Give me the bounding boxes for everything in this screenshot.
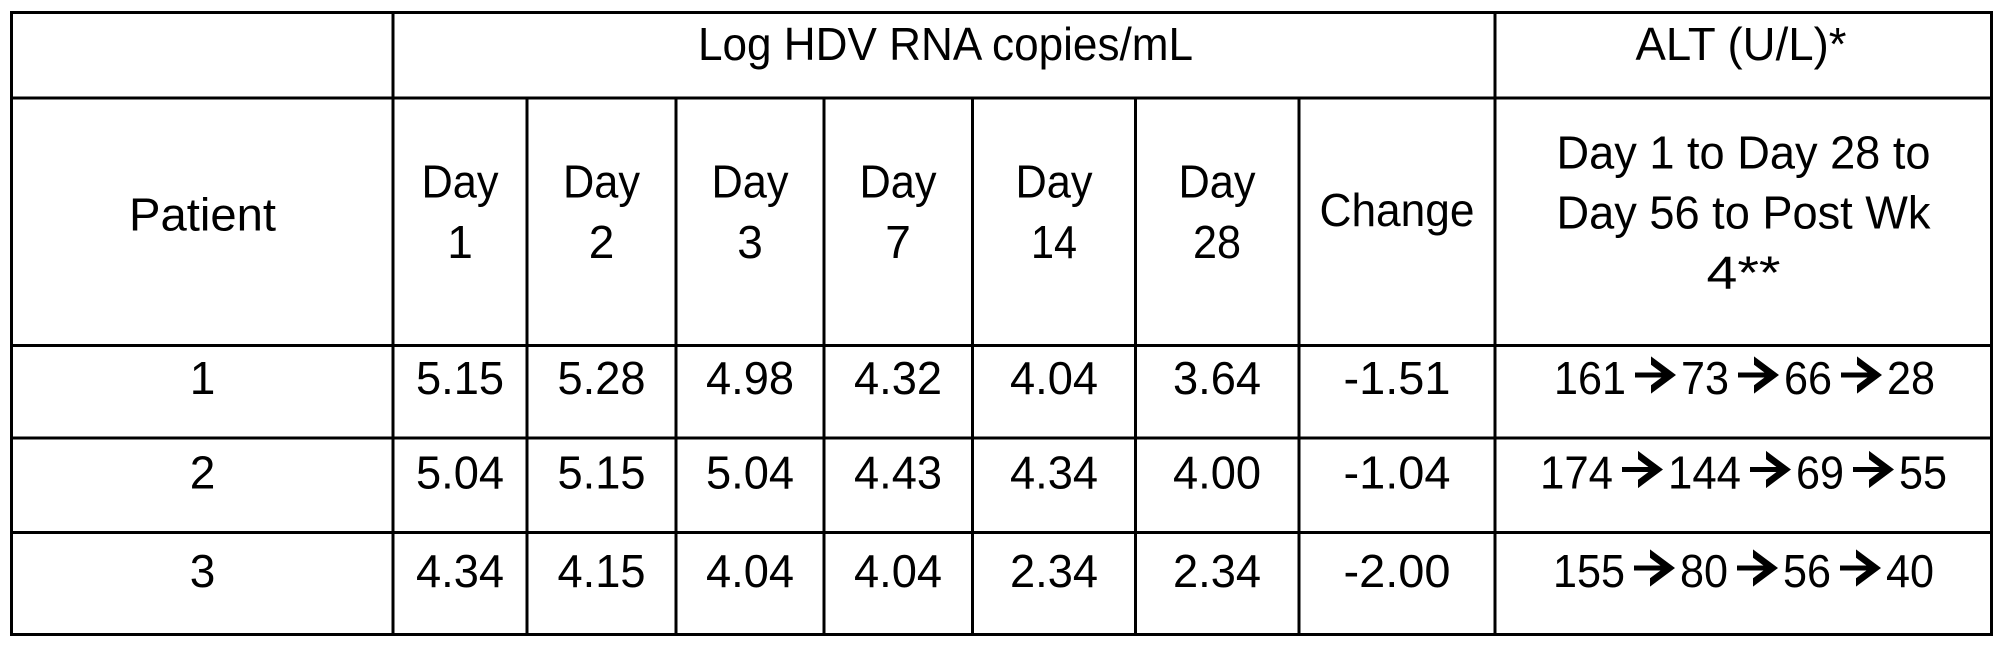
svg-text:Day 1 to Day 28 to: Day 1 to Day 28 to [1557,127,1931,179]
svg-text:69: 69 [1796,447,1844,499]
svg-text:4.04: 4.04 [706,545,794,597]
svg-text:3.64: 3.64 [1173,352,1261,404]
svg-text:4.34: 4.34 [416,545,504,597]
svg-text:56: 56 [1783,545,1831,597]
svg-text:144: 144 [1668,447,1741,499]
svg-text:14: 14 [1031,216,1077,268]
svg-text:5.15: 5.15 [558,447,646,499]
svg-text:80: 80 [1680,545,1728,597]
svg-text:4**: 4** [1707,247,1781,299]
svg-text:2.34: 2.34 [1173,545,1261,597]
svg-text:Day 56 to Post Wk: Day 56 to Post Wk [1557,187,1932,239]
svg-text:4.00: 4.00 [1173,447,1261,499]
svg-text:Day: Day [860,156,937,208]
svg-text:Patient: Patient [129,189,276,241]
svg-text:Log HDV RNA copies/mL: Log HDV RNA copies/mL [698,18,1193,70]
svg-text:3: 3 [737,216,763,268]
svg-text:1: 1 [447,216,473,268]
svg-text:Day: Day [1016,156,1093,208]
svg-text:174: 174 [1540,447,1613,499]
svg-text:Day: Day [712,156,789,208]
svg-text:155: 155 [1553,545,1625,597]
svg-text:5.04: 5.04 [416,447,504,499]
svg-text:Day: Day [563,156,640,208]
svg-text:73: 73 [1681,352,1729,404]
svg-text:Day: Day [1179,156,1256,208]
svg-text:28: 28 [1887,352,1935,404]
svg-text:5.15: 5.15 [416,352,504,404]
svg-text:4.43: 4.43 [854,447,942,499]
svg-text:5.28: 5.28 [558,352,646,404]
svg-text:28: 28 [1193,216,1241,268]
svg-text:4.32: 4.32 [854,352,942,404]
svg-text:4.98: 4.98 [706,352,794,404]
svg-text:-1.04: -1.04 [1344,447,1451,499]
svg-text:5.04: 5.04 [706,447,794,499]
svg-text:4.04: 4.04 [1010,352,1098,404]
svg-text:7: 7 [885,216,911,268]
svg-text:2: 2 [190,447,216,499]
svg-text:ALT (U/L)*: ALT (U/L)* [1636,18,1847,70]
svg-text:Day: Day [422,156,499,208]
svg-text:40: 40 [1886,545,1934,597]
svg-text:Change: Change [1320,184,1475,236]
svg-text:-2.00: -2.00 [1344,545,1451,597]
svg-text:4.15: 4.15 [558,545,646,597]
svg-text:-1.51: -1.51 [1344,352,1451,404]
svg-text:3: 3 [190,545,216,597]
svg-text:2: 2 [589,216,615,268]
svg-text:4.34: 4.34 [1010,447,1098,499]
svg-text:161: 161 [1554,352,1626,404]
svg-text:4.04: 4.04 [854,545,942,597]
svg-text:2.34: 2.34 [1010,545,1098,597]
svg-text:55: 55 [1899,447,1947,499]
svg-text:1: 1 [190,352,216,404]
svg-text:66: 66 [1784,352,1832,404]
